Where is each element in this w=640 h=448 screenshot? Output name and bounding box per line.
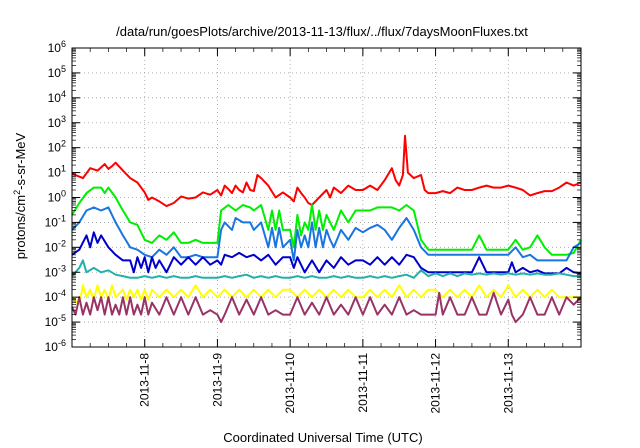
y-tick-label: 104 [48,89,66,105]
y-tick-label: 10-5 [45,313,66,329]
y-tick-label: 103 [48,114,66,130]
y-tick-label: 106 [48,39,66,55]
y-tick-label: 102 [48,139,66,155]
series-line-7 [71,291,582,324]
series-line-5 [71,259,581,279]
y-tick-label: 100 [48,189,66,205]
y-axis-label: protons/cm2-s-sr-MeV [12,132,28,259]
y-tick-label: 105 [48,64,66,80]
x-tick-label: 2013-11-9 [210,353,224,407]
series-line-6 [71,284,581,306]
x-tick-label: 2013-11-11 [356,353,370,413]
chart-title: /data/run/goesPlots/archive/2013-11-13/f… [116,24,528,39]
series-line-4 [71,231,582,275]
y-axis-label-base: protons/cm [13,195,28,259]
y-axis-label-rest: -s-sr-MeV [13,132,28,189]
x-tick-label: 2013-11-12 [429,353,443,414]
x-axis: 2013-11-8 2013-11-9 2013-11-10 2013-11-11 20… [89,48,564,414]
series-line-2 [71,186,582,256]
y-tick-label: 10-3 [45,263,66,279]
x-axis-label: Coordinated Universal Time (UTC) [223,430,422,445]
series-group [71,134,582,324]
series-line-3 [71,206,582,262]
y-tick-label: 10-6 [45,338,66,354]
y-tick-label: 10-2 [45,238,66,254]
x-tick-label: 2013-11-10 [283,353,297,414]
series-line-1 [71,134,582,208]
y-tick-label: 10-4 [45,288,66,304]
y-tick-label: 10-1 [45,213,66,229]
y-axis-label-sup: 2 [12,190,22,195]
x-tick-label: 2013-11-8 [138,353,152,407]
x-tick-label: 2013-11-13 [501,353,515,414]
y-axis: 10-6 10-5 10-4 10-3 10-2 10-1 100 101 102 103 104 1… [45,39,581,354]
y-tick-label: 101 [48,164,66,180]
